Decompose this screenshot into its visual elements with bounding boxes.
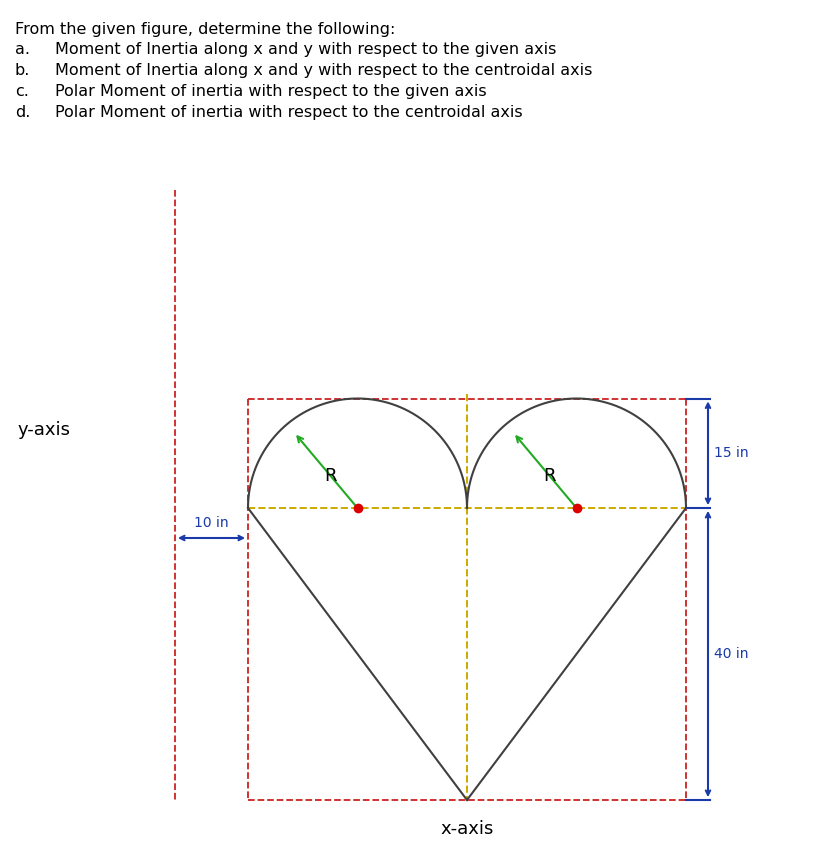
Text: b.: b.: [15, 63, 31, 78]
Text: Polar Moment of inertia with respect to the given axis: Polar Moment of inertia with respect to …: [55, 84, 486, 99]
Text: 40 in: 40 in: [714, 647, 748, 661]
Text: c.: c.: [15, 84, 29, 99]
Text: Polar Moment of inertia with respect to the centroidal axis: Polar Moment of inertia with respect to …: [55, 105, 523, 120]
Text: Moment of Inertia along x and y with respect to the centroidal axis: Moment of Inertia along x and y with res…: [55, 63, 592, 78]
Text: d.: d.: [15, 105, 31, 120]
Text: Moment of Inertia along x and y with respect to the given axis: Moment of Inertia along x and y with res…: [55, 42, 557, 57]
Text: 15 in: 15 in: [714, 446, 748, 460]
Text: y-axis: y-axis: [18, 421, 71, 439]
Text: a.: a.: [15, 42, 30, 57]
Text: From the given figure, determine the following:: From the given figure, determine the fol…: [15, 22, 395, 37]
Text: R: R: [324, 467, 337, 484]
Text: x-axis: x-axis: [440, 820, 494, 838]
Text: 10 in: 10 in: [194, 516, 229, 530]
Text: R: R: [543, 467, 556, 484]
